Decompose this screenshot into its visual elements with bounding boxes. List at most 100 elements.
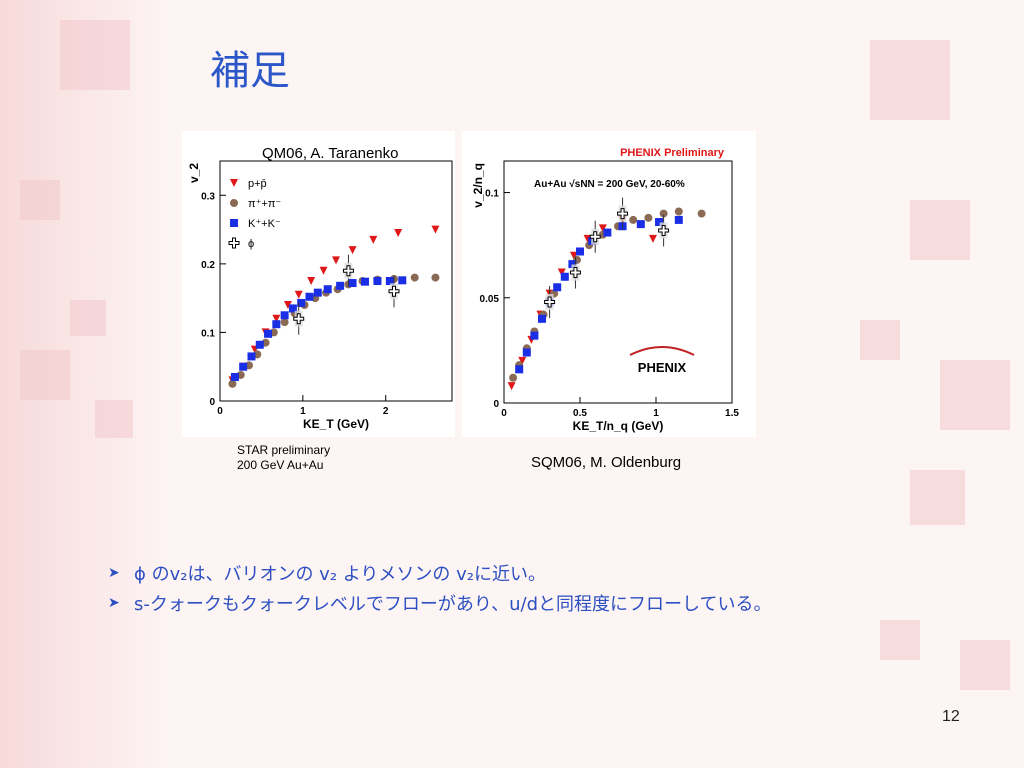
data-point [373,277,382,285]
star-note-line2: 200 GeV Au+Au [237,458,324,472]
legend-marker [228,237,240,249]
data-point [272,320,281,329]
y-tick-label: 0.05 [480,294,500,305]
data-point [697,209,706,218]
data-point [659,209,668,218]
data-point [674,215,683,224]
deco-square [910,470,965,525]
data-point [388,285,400,297]
data-point [342,265,354,277]
bullet-text: ϕ のv₂は、バリオンの v₂ よりメソンの v₂に近い。 [134,564,547,585]
legend-marker [230,199,238,207]
chart-annotation: Au+Au √sNN = 200 GeV, 20-60% [534,179,685,190]
data-point [305,292,314,301]
data-point [589,231,601,243]
data-point [272,314,281,323]
deco-square [60,20,130,90]
data-point [530,331,539,340]
data-point [230,373,239,381]
x-axis-label: KE_T/n_q (GeV) [573,419,664,433]
data-point [332,256,340,265]
data-point [297,298,306,307]
data-point [307,277,316,285]
bullet-item: ➤ s-クォークもクォークレベルでフローがあり、u/dと同程度にフローしている。 [108,588,772,618]
data-point [617,208,629,220]
chart-panel-phenix: 0 0.5 1 1.5 0 0.05 0.1 KE_T/n_q (GeV) v_2/n_q PHE… [462,131,756,437]
data-point [323,285,332,294]
data-point [394,229,403,237]
chart-panel-star: 0 1 2 0 0.1 0.2 0.3 KE_T (GeV) v_2 p+p̄ π⁺+π⁻ K⁺+K⁻… [182,131,455,437]
bullet-list: ➤ ϕ のv₂は、バリオンの v₂ よりメソンの v₂に近い。 ➤ s-クォーク… [108,558,772,618]
x-axis-label: KE_T (GeV) [303,417,369,431]
deco-square [95,400,133,438]
credit-right: SQM06, M. Oldenburg [531,454,682,471]
data-point [385,277,394,285]
data-point [348,279,357,288]
data-point [294,290,303,299]
data-point [431,225,440,234]
plot-frame [503,160,733,404]
data-point [280,318,289,327]
data-point [569,251,578,260]
slide-title: 補足 [210,48,290,94]
bullet-text: s-クォークもクォークレベルでフローがあり、u/dと同程度にフローしている。 [134,594,772,615]
credit-left: QM06, A. Taranenko [262,145,399,162]
plot-frame [219,160,453,402]
data-point [410,273,419,282]
y-tick-label: 0.1 [201,328,215,339]
data-point [264,329,273,338]
data-point [509,373,518,382]
legend-marker [230,219,238,227]
deco-square [870,40,950,120]
x-tick-label: 0 [501,408,507,419]
data-point [348,246,357,255]
chart-title: PHENIX Preliminary [620,147,725,159]
data-point [369,235,378,244]
data-point [280,311,289,320]
data-point [313,288,322,297]
data-point [603,228,612,237]
arrow-bullet-icon: ➤ [108,595,120,611]
data-point [629,215,638,224]
data-point [228,379,237,388]
bullet-item: ➤ ϕ のv₂は、バリオンの v₂ よりメソンの v₂に近い。 [108,558,772,588]
y-axis-label: v_2 [187,163,201,183]
data-point [674,207,683,216]
data-point [361,277,369,286]
legend-marker [230,179,238,187]
data-point [569,267,581,279]
data-point [431,273,440,282]
x-tick-label: 1 [300,406,306,417]
y-tick-label: 0.1 [485,189,499,200]
y-tick-label: 0 [493,399,499,410]
x-tick-label: 2 [383,406,389,417]
page-number: 12 [942,708,960,725]
data-point [507,382,516,391]
y-tick-label: 0.2 [201,260,215,271]
data-point [544,296,556,308]
data-point [553,283,562,292]
data-point [644,213,653,222]
data-point [636,220,645,229]
deco-square [20,350,70,400]
y-axis-label: v_2/n_q [471,163,485,208]
phenix-logo-swoosh [629,346,695,356]
data-point [576,247,584,256]
data-point [655,218,664,227]
data-point [518,356,527,365]
x-tick-label: 0 [217,406,223,417]
phenix-logo-text: PHENIX [638,360,687,375]
deco-square [940,360,1010,430]
legend-label: π⁺+π⁻ [248,198,281,210]
data-point [398,276,407,285]
data-point [283,301,292,309]
chart-phenix-v2nq: 0 0.5 1 1.5 0 0.05 0.1 KE_T/n_q (GeV) v_2/n_q PHE… [471,147,739,433]
data-point [557,268,566,277]
star-note-line1: STAR preliminary [237,443,331,457]
x-tick-label: 1 [653,408,659,419]
data-point [239,362,248,371]
data-point [515,365,524,374]
data-point [568,260,577,269]
y-tick-label: 0 [209,397,215,408]
data-point [583,234,592,243]
